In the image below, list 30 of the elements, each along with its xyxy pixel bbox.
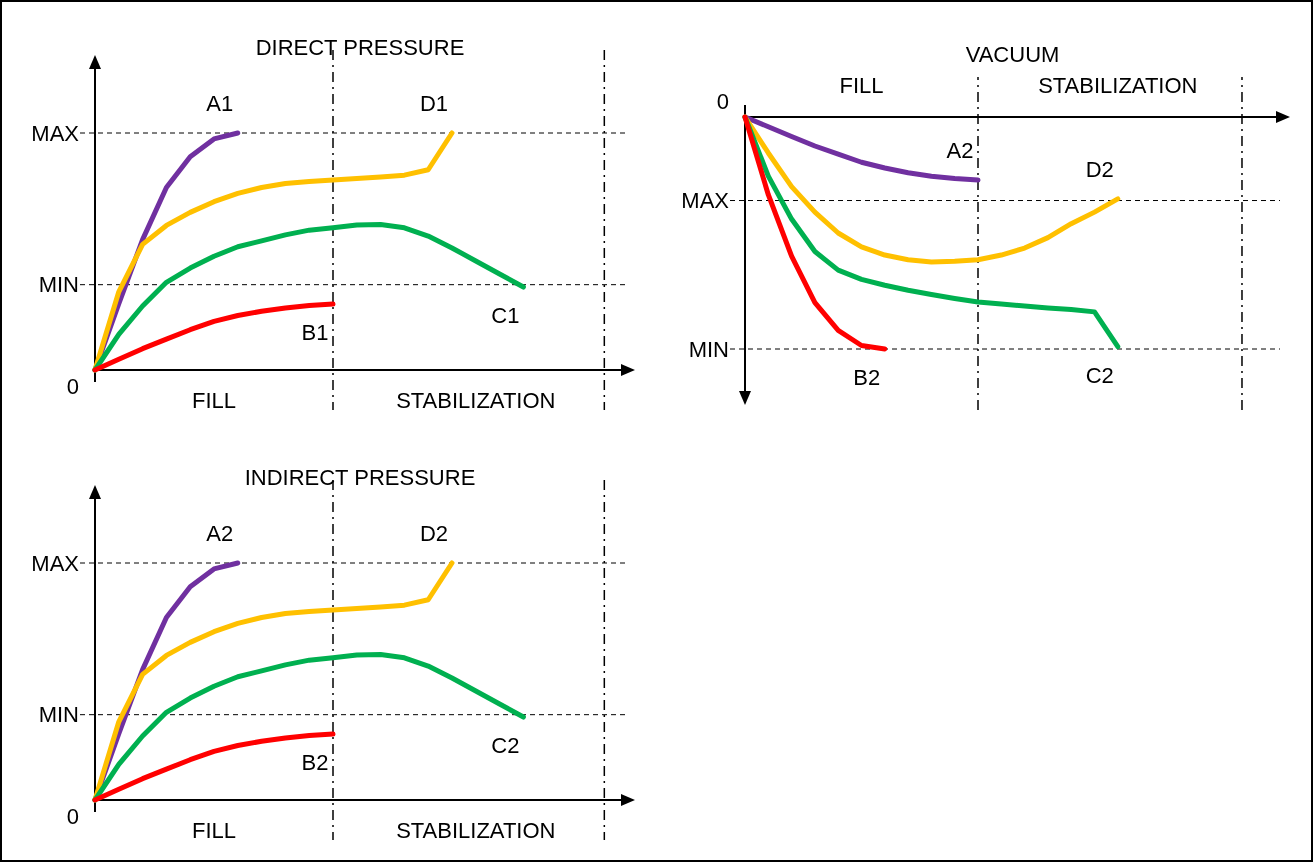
x-tick-label: FILL: [191, 818, 237, 843]
series-label: D1: [419, 91, 449, 116]
series-label: C2: [491, 733, 520, 759]
x-tick-label: FILL: [839, 73, 884, 98]
series-label: A1: [206, 91, 234, 116]
chart-title: VACUUM: [965, 42, 1060, 67]
series-label: C1: [491, 303, 520, 329]
ref-line-label: MAX: [31, 550, 80, 576]
x-tick-label: STABILIZATION: [396, 388, 556, 413]
chart-title: DIRECT PRESSURE: [255, 35, 465, 60]
x-tick-label: FILL: [191, 388, 237, 413]
series-label: B1: [301, 320, 329, 346]
series-label: D2: [1085, 156, 1114, 182]
text: 0: [66, 803, 79, 829]
ref-line-label: MIN: [38, 272, 79, 298]
series-label: D2: [419, 521, 449, 546]
series-label: B2: [853, 365, 881, 390]
ref-line-label: MIN: [38, 702, 79, 728]
ref-line-label: MAX: [681, 188, 730, 214]
series-label: A2: [206, 521, 234, 546]
ref-line-label: MAX: [31, 120, 80, 146]
series-label: A2: [946, 138, 974, 164]
chart-title: INDIRECT PRESSURE: [244, 465, 476, 490]
ref-line-label: MIN: [688, 336, 729, 362]
series-label: B2: [301, 750, 329, 776]
x-tick-label: STABILIZATION: [1038, 73, 1198, 98]
series-label: C2: [1085, 362, 1114, 388]
text: 0: [716, 88, 729, 114]
x-tick-label: STABILIZATION: [396, 818, 556, 843]
text: 0: [66, 373, 79, 399]
